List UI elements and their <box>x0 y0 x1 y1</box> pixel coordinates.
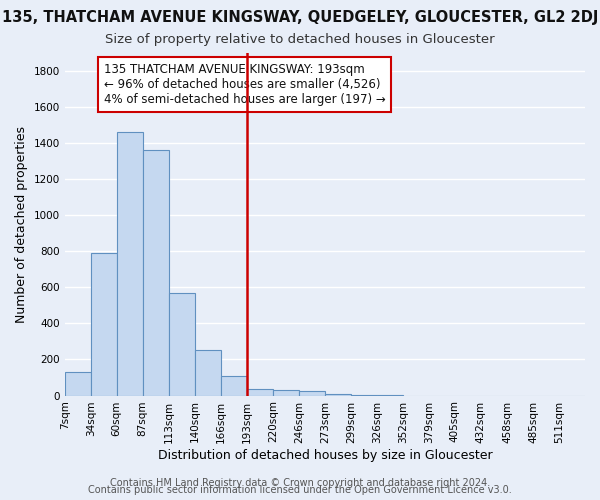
Bar <box>117 132 143 396</box>
Bar <box>91 253 116 396</box>
Bar <box>351 394 377 396</box>
Bar <box>247 389 273 396</box>
Bar <box>195 350 221 396</box>
Bar <box>169 292 195 396</box>
Bar <box>377 395 403 396</box>
X-axis label: Distribution of detached houses by size in Gloucester: Distribution of detached houses by size … <box>158 450 492 462</box>
Text: Contains public sector information licensed under the Open Government Licence v3: Contains public sector information licen… <box>88 485 512 495</box>
Bar <box>65 372 91 396</box>
Bar <box>325 394 351 396</box>
Bar <box>221 376 247 396</box>
Bar <box>299 391 325 396</box>
Y-axis label: Number of detached properties: Number of detached properties <box>15 126 28 322</box>
Text: Size of property relative to detached houses in Gloucester: Size of property relative to detached ho… <box>105 32 495 46</box>
Bar <box>143 150 169 396</box>
Text: 135 THATCHAM AVENUE KINGSWAY: 193sqm
← 96% of detached houses are smaller (4,526: 135 THATCHAM AVENUE KINGSWAY: 193sqm ← 9… <box>104 63 385 106</box>
Text: 135, THATCHAM AVENUE KINGSWAY, QUEDGELEY, GLOUCESTER, GL2 2DJ: 135, THATCHAM AVENUE KINGSWAY, QUEDGELEY… <box>2 10 598 25</box>
Bar <box>273 390 299 396</box>
Text: Contains HM Land Registry data © Crown copyright and database right 2024.: Contains HM Land Registry data © Crown c… <box>110 478 490 488</box>
